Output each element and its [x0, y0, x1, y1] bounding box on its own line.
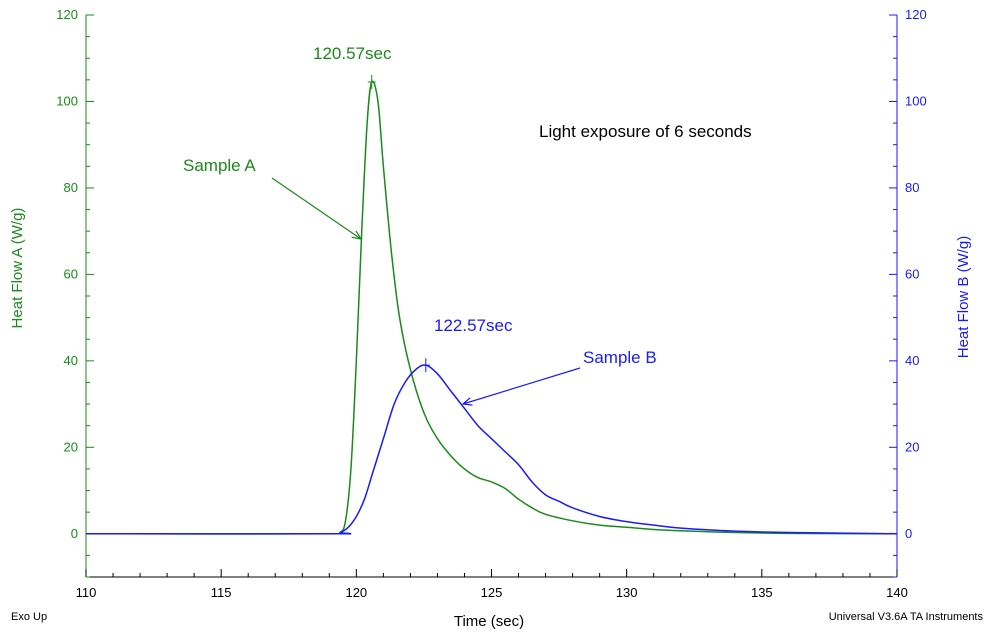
- annotation-arrow-b: [463, 367, 581, 404]
- y-left-tick-label: 100: [56, 93, 78, 108]
- y-right-tick-label: 80: [905, 180, 919, 195]
- y-right-tick-label: 60: [905, 266, 919, 281]
- peak-label-a: 120.57sec: [313, 44, 392, 63]
- series-group: [85, 80, 898, 535]
- x-axis-label: Time (sec): [454, 613, 524, 630]
- x-tick-label: 135: [751, 585, 773, 600]
- series-line-sample-b: [85, 364, 898, 535]
- footer-left-text: Exo Up: [11, 611, 47, 623]
- x-tick-label: 130: [616, 585, 638, 600]
- y-right-tick-label: 100: [905, 93, 927, 108]
- y-left-tick-label: 120: [56, 7, 78, 22]
- y-left-tick-label: 40: [64, 353, 78, 368]
- x-tick-label: 120: [345, 585, 367, 600]
- annotation-sample-a: Sample A: [183, 156, 256, 175]
- peak-label-b: 122.57sec: [434, 316, 513, 335]
- y-right-tick-label: 40: [905, 353, 919, 368]
- y-axis-label-left: Heat Flow A (W/g): [9, 208, 26, 329]
- y-right-tick-label: 20: [905, 439, 919, 454]
- y-axis-label-right: Heat Flow B (W/g): [955, 236, 972, 359]
- y-left-tick-label: 80: [64, 180, 78, 195]
- x-tick-label: 140: [886, 585, 908, 600]
- annotation-light-exposure: Light exposure of 6 seconds: [539, 122, 752, 141]
- x-tick-label: 125: [481, 585, 503, 600]
- footer-right-text: Universal V3.6A TA Instruments: [829, 611, 984, 623]
- annotation-sample-b: Sample B: [583, 348, 657, 367]
- annotation-arrow-a: [271, 177, 361, 239]
- axes-group: 110 115 120 125 130 135 140 0 20 40 60 80 100 120 0 20 4…: [56, 7, 926, 600]
- y-right-tick-label: 120: [905, 7, 927, 22]
- y-right-tick-label: 0: [905, 526, 912, 541]
- x-tick-label: 115: [211, 585, 232, 600]
- y-left-tick-label: 20: [64, 439, 78, 454]
- x-tick-label: 110: [76, 585, 97, 600]
- y-left-tick-label: 0: [71, 526, 78, 541]
- series-line-sample-a: [85, 80, 898, 535]
- y-left-tick-label: 60: [64, 266, 78, 281]
- annotations-group: [367, 75, 430, 373]
